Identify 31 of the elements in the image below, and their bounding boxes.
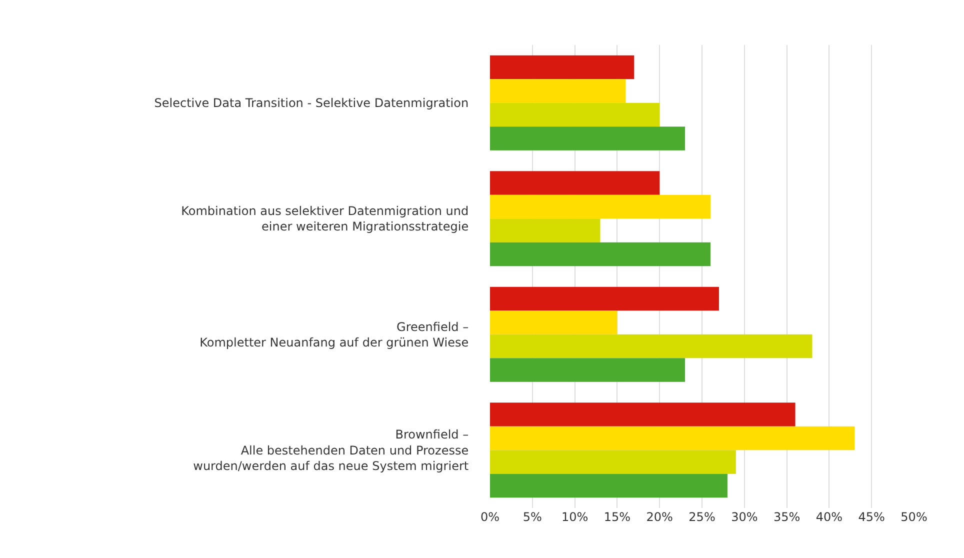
bar (490, 194, 710, 219)
bar (490, 126, 686, 150)
x-tick-label: 35% (773, 510, 800, 524)
y-tick-label: Greenfield – Kompletter Neuanfang auf der grünen Wiese (200, 320, 469, 350)
bar (490, 79, 626, 103)
bar (490, 358, 686, 382)
bar (490, 450, 736, 474)
x-tick-label: 40% (816, 510, 843, 524)
x-tick-label: 15% (604, 510, 631, 524)
x-tick-label: 5% (522, 510, 542, 524)
bar (490, 334, 812, 358)
bar (490, 242, 710, 266)
bar (490, 310, 618, 334)
y-tick-label: Kombination aus selektiver Datenmigration und einer weiteren Migrationsstrategie (181, 204, 469, 234)
y-tick-label: Brownfield – Alle bestehenden Daten und Prozesse wurden/werden auf das neue System migriert (193, 428, 469, 473)
bar (490, 402, 796, 426)
y-tick-label: Selective Data Transition - Selektive Datenmigration (154, 96, 469, 110)
x-tick-label: 20% (646, 510, 673, 524)
x-tick-label: 10% (561, 510, 588, 524)
bar (490, 55, 634, 80)
x-tick-label: 50% (900, 510, 928, 524)
x-tick-label: 30% (731, 510, 758, 524)
x-tick-label: 25% (688, 510, 716, 524)
bar (490, 102, 660, 127)
x-tick-label: 45% (858, 510, 885, 524)
bar (490, 474, 728, 498)
bar (490, 286, 719, 311)
bar (490, 426, 855, 450)
bar (490, 218, 600, 242)
x-tick-label: 0% (480, 510, 500, 524)
bar (490, 171, 660, 195)
